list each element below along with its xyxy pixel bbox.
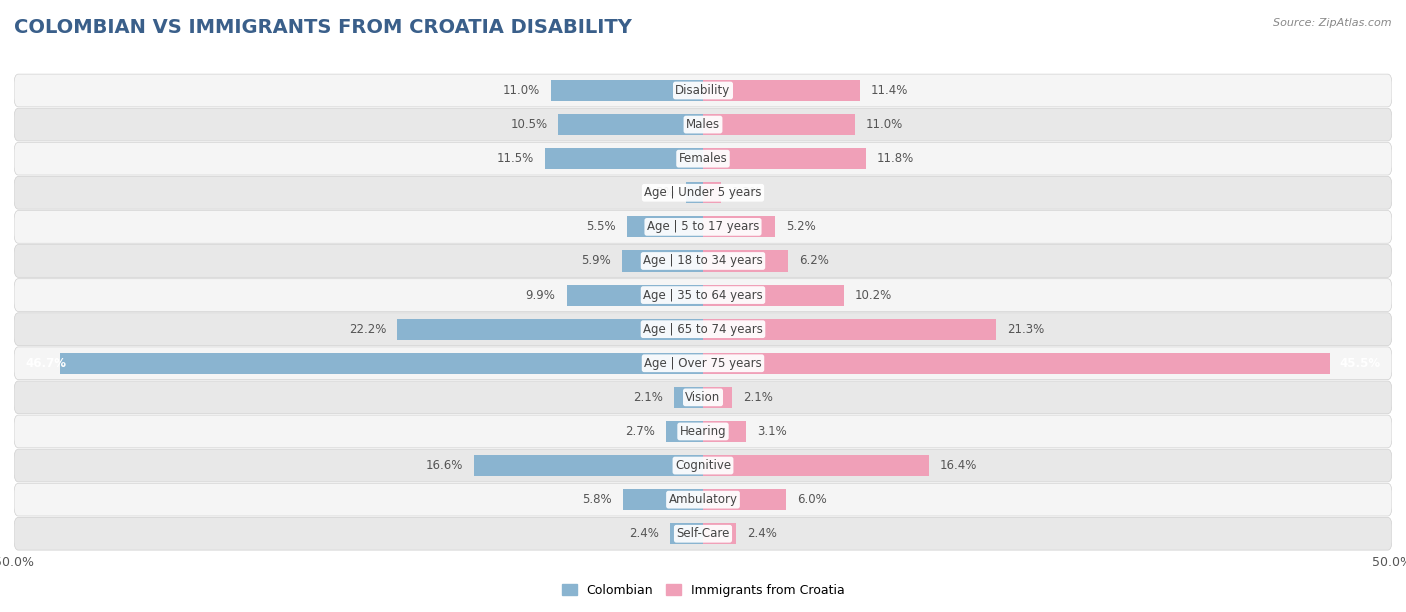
FancyBboxPatch shape (14, 449, 1392, 482)
Text: Age | Under 5 years: Age | Under 5 years (644, 186, 762, 200)
Bar (666, 421, 703, 442)
FancyBboxPatch shape (14, 347, 1392, 379)
Text: 2.7%: 2.7% (624, 425, 655, 438)
FancyBboxPatch shape (14, 415, 1392, 448)
FancyBboxPatch shape (14, 517, 1392, 550)
Bar (551, 80, 703, 101)
Bar (686, 182, 703, 203)
Text: 10.2%: 10.2% (855, 289, 891, 302)
Text: Vision: Vision (685, 391, 721, 404)
Legend: Colombian, Immigrants from Croatia: Colombian, Immigrants from Croatia (557, 579, 849, 602)
Bar (474, 455, 703, 476)
Bar (703, 80, 860, 101)
Text: 2.4%: 2.4% (747, 528, 778, 540)
Text: 16.4%: 16.4% (941, 459, 977, 472)
FancyBboxPatch shape (14, 381, 1392, 414)
Bar (703, 353, 1330, 374)
Text: 45.5%: 45.5% (1340, 357, 1381, 370)
Bar (59, 353, 703, 374)
Text: Self-Care: Self-Care (676, 528, 730, 540)
Bar (396, 319, 703, 340)
Text: 21.3%: 21.3% (1008, 323, 1045, 335)
FancyBboxPatch shape (14, 245, 1392, 277)
Bar (703, 148, 866, 170)
Text: 11.5%: 11.5% (496, 152, 533, 165)
Text: 2.1%: 2.1% (742, 391, 773, 404)
FancyBboxPatch shape (14, 211, 1392, 243)
Text: Cognitive: Cognitive (675, 459, 731, 472)
Text: 11.8%: 11.8% (876, 152, 914, 165)
Bar (703, 421, 745, 442)
Text: 11.0%: 11.0% (503, 84, 540, 97)
Text: COLOMBIAN VS IMMIGRANTS FROM CROATIA DISABILITY: COLOMBIAN VS IMMIGRANTS FROM CROATIA DIS… (14, 18, 631, 37)
Text: Age | Over 75 years: Age | Over 75 years (644, 357, 762, 370)
Text: 3.1%: 3.1% (756, 425, 786, 438)
FancyBboxPatch shape (14, 108, 1392, 141)
Text: 2.4%: 2.4% (628, 528, 659, 540)
Text: 46.7%: 46.7% (25, 357, 66, 370)
Bar (621, 250, 703, 272)
Text: Disability: Disability (675, 84, 731, 97)
Bar (703, 250, 789, 272)
Text: Age | 35 to 64 years: Age | 35 to 64 years (643, 289, 763, 302)
Text: 16.6%: 16.6% (426, 459, 463, 472)
Text: 6.2%: 6.2% (800, 255, 830, 267)
Text: Age | 65 to 74 years: Age | 65 to 74 years (643, 323, 763, 335)
Bar (673, 387, 703, 408)
Text: 1.2%: 1.2% (645, 186, 675, 200)
Text: 11.0%: 11.0% (866, 118, 903, 131)
Text: Females: Females (679, 152, 727, 165)
FancyBboxPatch shape (14, 143, 1392, 175)
FancyBboxPatch shape (14, 176, 1392, 209)
Text: 22.2%: 22.2% (349, 323, 387, 335)
Text: 11.4%: 11.4% (872, 84, 908, 97)
Text: 9.9%: 9.9% (526, 289, 555, 302)
Text: Source: ZipAtlas.com: Source: ZipAtlas.com (1274, 18, 1392, 28)
FancyBboxPatch shape (14, 74, 1392, 107)
Text: Ambulatory: Ambulatory (668, 493, 738, 506)
Text: 5.2%: 5.2% (786, 220, 815, 233)
Text: Males: Males (686, 118, 720, 131)
Bar (703, 319, 997, 340)
Text: 1.3%: 1.3% (733, 186, 762, 200)
Text: Age | 5 to 17 years: Age | 5 to 17 years (647, 220, 759, 233)
Bar (544, 148, 703, 170)
Text: 2.1%: 2.1% (633, 391, 664, 404)
FancyBboxPatch shape (14, 313, 1392, 346)
FancyBboxPatch shape (14, 278, 1392, 312)
Bar (703, 216, 775, 237)
Text: 5.9%: 5.9% (581, 255, 610, 267)
FancyBboxPatch shape (14, 483, 1392, 516)
Bar (703, 387, 733, 408)
Bar (567, 285, 703, 305)
Text: Hearing: Hearing (679, 425, 727, 438)
Text: 6.0%: 6.0% (797, 493, 827, 506)
Text: 5.8%: 5.8% (582, 493, 612, 506)
Bar (627, 216, 703, 237)
Bar (558, 114, 703, 135)
Text: 10.5%: 10.5% (510, 118, 547, 131)
Text: Age | 18 to 34 years: Age | 18 to 34 years (643, 255, 763, 267)
Bar (703, 182, 721, 203)
Bar (703, 114, 855, 135)
Bar (703, 455, 929, 476)
Bar (703, 523, 737, 544)
Bar (703, 285, 844, 305)
Bar (669, 523, 703, 544)
Bar (623, 489, 703, 510)
Bar (703, 489, 786, 510)
Text: 5.5%: 5.5% (586, 220, 616, 233)
